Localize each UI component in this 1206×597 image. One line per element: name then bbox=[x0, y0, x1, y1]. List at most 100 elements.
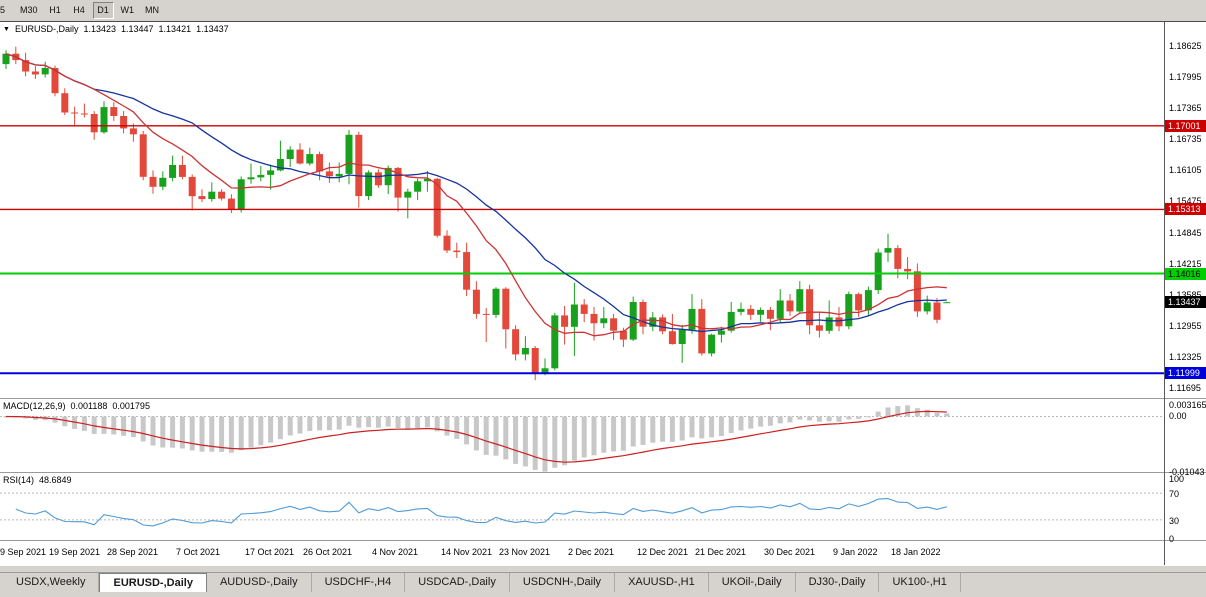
candle-body bbox=[708, 334, 716, 354]
macd-histogram-bar bbox=[317, 416, 323, 431]
candle-body bbox=[365, 172, 373, 197]
candle-body bbox=[41, 68, 49, 75]
candle-body bbox=[276, 159, 284, 171]
candle-body bbox=[757, 309, 765, 315]
macd-histogram-bar bbox=[385, 416, 391, 427]
macd-histogram-bar bbox=[356, 416, 362, 428]
macd-histogram-bar bbox=[660, 416, 666, 442]
candle-body bbox=[884, 248, 892, 253]
macd-histogram-bar bbox=[277, 416, 283, 440]
rsi-axis-label: 100 bbox=[1169, 474, 1185, 484]
candle-body bbox=[139, 134, 147, 177]
price-axis[interactable]: 1.18625 1.17995 1.17365 1.16735 1.16105 1.154… bbox=[1164, 22, 1206, 565]
time-axis-label: 2 Dec 2021 bbox=[568, 547, 615, 557]
candle-body bbox=[531, 348, 539, 374]
macd-histogram-bar bbox=[895, 406, 901, 417]
rsi-pane[interactable]: RSI(14) 48.6849 bbox=[0, 473, 1164, 541]
timeframe-button-w1[interactable]: W1 bbox=[116, 2, 139, 19]
price-axis-label: 1.17365 bbox=[1169, 103, 1202, 113]
timeframe-button-h4[interactable]: H4 bbox=[68, 2, 90, 19]
candle-body bbox=[433, 178, 441, 236]
timeframe-button-5[interactable]: 5 bbox=[0, 2, 13, 19]
candle-body bbox=[629, 302, 637, 340]
time-axis-label: 7 Oct 2021 bbox=[176, 547, 221, 557]
macd-indicator-label: MACD(12,26,9) 0.001188 0.001795 bbox=[3, 401, 150, 411]
candle-body bbox=[688, 308, 696, 330]
price-axis-label: 1.18625 bbox=[1169, 41, 1202, 51]
candle-body bbox=[198, 196, 206, 200]
macd-pane[interactable]: MACD(12,26,9) 0.001188 0.001795 bbox=[0, 399, 1164, 473]
macd-histogram-bar bbox=[444, 416, 450, 436]
chart-title: ▼ EURUSD-,Daily 1.13423 1.13447 1.13421 … bbox=[3, 24, 229, 34]
candle-body bbox=[717, 330, 725, 335]
tab-eurusd-daily[interactable]: EURUSD-,Daily bbox=[99, 573, 207, 592]
macd-histogram-bar bbox=[493, 416, 499, 456]
tab-usdchf-h4[interactable]: USDCHF-,H4 bbox=[312, 573, 406, 592]
tab-usdx-weekly[interactable]: USDX,Weekly bbox=[3, 573, 100, 592]
candle-body bbox=[394, 167, 402, 198]
time-axis[interactable]: 9 Sep 2021 19 Sep 2021 28 Sep 2021 7 Oct 20… bbox=[0, 541, 1164, 565]
candle-body bbox=[541, 368, 549, 374]
rsi-axis-label: 70 bbox=[1169, 489, 1180, 499]
tab-usdcad-daily[interactable]: USDCAD-,Daily bbox=[405, 573, 510, 592]
macd-histogram-bar bbox=[199, 416, 205, 452]
macd-histogram-bar bbox=[160, 416, 166, 448]
candle-body bbox=[100, 107, 108, 133]
timeframe-button-mn[interactable]: MN bbox=[141, 2, 164, 19]
macd-histogram-bar bbox=[669, 416, 675, 442]
macd-canvas[interactable] bbox=[0, 399, 1164, 472]
macd-histogram-bar bbox=[718, 416, 724, 436]
macd-histogram-bar bbox=[415, 416, 421, 428]
candle-body bbox=[737, 308, 745, 312]
tab-usdcnh-daily[interactable]: USDCNH-,Daily bbox=[510, 573, 616, 592]
timeframe-button-h1[interactable]: H1 bbox=[44, 2, 66, 19]
candle-body bbox=[561, 315, 569, 327]
candle-body bbox=[502, 288, 510, 330]
tab-audusd-daily[interactable]: AUDUSD-,Daily bbox=[207, 573, 312, 592]
symbol-dropdown-icon[interactable]: ▼ bbox=[3, 25, 10, 33]
macd-histogram-bar bbox=[258, 416, 264, 446]
macd-histogram-bar bbox=[111, 416, 117, 435]
macd-histogram-bar bbox=[150, 416, 156, 446]
macd-histogram-bar bbox=[532, 416, 538, 470]
timeframe-button-d1[interactable]: D1 bbox=[92, 2, 114, 19]
candle-body bbox=[227, 198, 235, 210]
macd-histogram-bar bbox=[503, 416, 509, 460]
price-chart-canvas[interactable] bbox=[0, 22, 1164, 398]
macd-histogram-bar bbox=[601, 416, 607, 453]
candle-body bbox=[845, 294, 853, 327]
macd-histogram-bar bbox=[424, 416, 430, 428]
candle-body bbox=[874, 252, 882, 291]
macd-histogram-bar bbox=[170, 416, 176, 448]
candle-body bbox=[943, 302, 951, 304]
rsi-line bbox=[15, 498, 947, 527]
candle-body bbox=[2, 53, 10, 65]
timeframe-button-m30[interactable]: M30 bbox=[16, 2, 42, 19]
tab-xauusd-h1[interactable]: XAUUSD-,H1 bbox=[615, 573, 709, 592]
pane-separator bbox=[1165, 398, 1206, 399]
quote-open: 1.13423 bbox=[83, 24, 116, 34]
macd-histogram-bar bbox=[522, 416, 528, 467]
macd-histogram-bar bbox=[620, 416, 626, 451]
macd-histogram-bar bbox=[797, 416, 803, 420]
macd-histogram-bar bbox=[326, 416, 332, 431]
time-axis-label: 26 Oct 2021 bbox=[303, 547, 353, 557]
tab-dj30-daily[interactable]: DJ30-,Daily bbox=[796, 573, 880, 592]
tab-ukoil-daily[interactable]: UKOil-,Daily bbox=[709, 573, 796, 592]
macd-axis-label: -0.01043 bbox=[1169, 467, 1205, 477]
macd-histogram-bar bbox=[689, 416, 695, 438]
candle-body bbox=[855, 294, 863, 311]
macd-histogram-bar bbox=[650, 416, 656, 443]
macd-histogram-bar bbox=[513, 416, 519, 464]
macd-histogram-bar bbox=[787, 416, 793, 423]
rsi-canvas[interactable] bbox=[0, 473, 1164, 540]
macd-signal-line bbox=[5, 410, 947, 463]
candle-body bbox=[590, 313, 598, 324]
candle-body bbox=[384, 167, 392, 186]
macd-histogram-bar bbox=[375, 416, 381, 428]
price-axis-label: 1.14845 bbox=[1169, 228, 1202, 238]
price-pane[interactable]: ▼ EURUSD-,Daily 1.13423 1.13447 1.13421 … bbox=[0, 22, 1164, 399]
candle-body bbox=[335, 173, 343, 177]
tab-uk100-h1[interactable]: UK100-,H1 bbox=[879, 573, 961, 592]
macd-histogram-bar bbox=[856, 416, 862, 419]
